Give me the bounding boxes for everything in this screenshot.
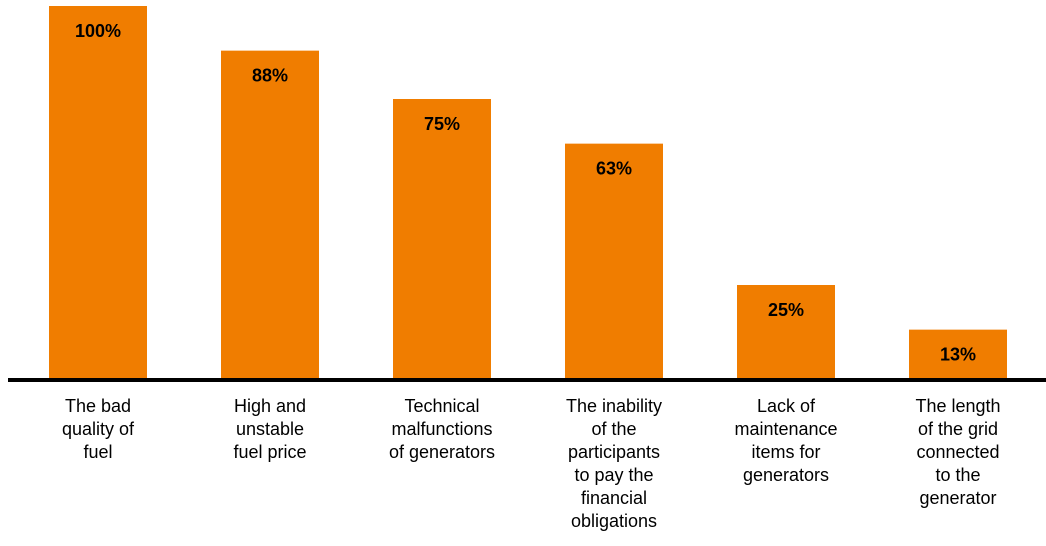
bar-4: [565, 143, 663, 378]
category-label-line: unstable: [236, 419, 304, 439]
bar-3: [393, 99, 491, 378]
data-label-4: 63%: [596, 159, 632, 179]
category-label-line: of the grid: [918, 419, 998, 439]
category-label-1: The bad quality of fuel: [62, 396, 135, 462]
category-label-line: malfunctions: [391, 419, 492, 439]
category-label-line: to pay the: [574, 465, 653, 485]
category-label-line: of generators: [389, 442, 495, 462]
category-label-line: connected: [916, 442, 999, 462]
category-labels-group: The bad quality of fuel High and unstable fue…: [62, 396, 1001, 531]
category-label-line: generator: [919, 488, 996, 508]
category-label-line: fuel: [83, 442, 112, 462]
data-label-3: 75%: [424, 114, 460, 134]
category-label-line: fuel price: [233, 442, 306, 462]
category-label-line: of the: [591, 419, 636, 439]
category-label-line: Technical: [404, 396, 479, 416]
bar-2: [221, 50, 319, 378]
category-label-line: maintenance: [734, 419, 837, 439]
category-label-line: Lack of: [757, 396, 816, 416]
category-label-line: items for: [751, 442, 820, 462]
category-label-line: The bad: [65, 396, 131, 416]
category-label-line: participants: [568, 442, 660, 462]
bars-group: 100% 88% 75% 63% 25% 13%: [49, 6, 1007, 378]
category-label-line: obligations: [571, 511, 657, 531]
bar-1: [49, 6, 147, 378]
category-label-line: High and: [234, 396, 306, 416]
data-label-6: 13%: [940, 345, 976, 365]
category-label-5: Lack of maintenance items for generators: [734, 396, 837, 485]
bar-5: [737, 285, 835, 378]
data-label-5: 25%: [768, 300, 804, 320]
bar-6: [909, 329, 1007, 378]
category-label-line: The length: [915, 396, 1000, 416]
category-label-2: High and unstable fuel price: [233, 396, 306, 462]
category-label-6: The length of the grid connected to the gene…: [915, 396, 1000, 508]
category-label-line: quality of: [62, 419, 135, 439]
category-label-line: to the: [935, 465, 980, 485]
data-label-1: 100%: [75, 21, 121, 41]
category-label-line: generators: [743, 465, 829, 485]
category-label-line: The inability: [566, 396, 662, 416]
category-label-4: The inability of the participants to pay th…: [566, 396, 662, 531]
category-label-line: financial: [581, 488, 647, 508]
category-label-3: Technical malfunctions of generators: [389, 396, 495, 462]
data-label-2: 88%: [252, 66, 288, 86]
